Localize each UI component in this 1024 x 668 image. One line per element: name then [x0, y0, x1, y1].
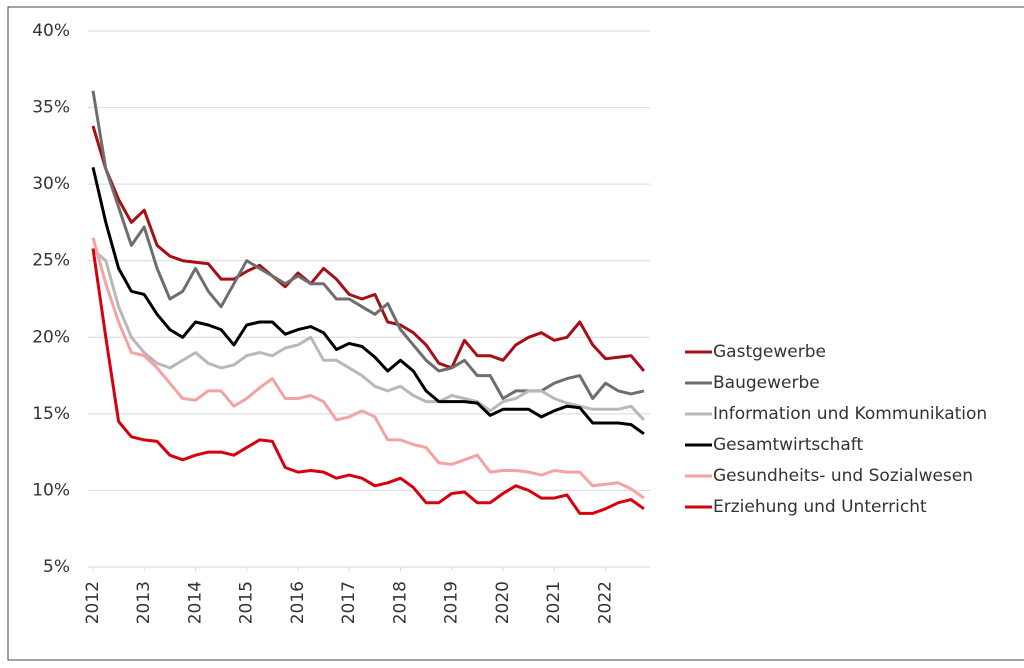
x-tick-label: 2016: [288, 581, 308, 624]
x-tick-label: 2020: [493, 581, 513, 624]
x-tick-label: 2017: [339, 581, 359, 624]
legend-label: Erziehung und Unterricht: [713, 497, 927, 517]
y-tick-label: 40%: [32, 21, 70, 41]
y-tick-label: 10%: [32, 480, 70, 500]
legend-label: Information und Kommunikation: [713, 404, 987, 424]
x-tick-label: 2022: [595, 581, 615, 624]
chart-frame: [7, 6, 1024, 661]
legend-label: Gesundheits- und Sozialwesen: [713, 466, 973, 486]
legend-label: Baugewerbe: [713, 373, 820, 393]
x-tick-label: 2021: [544, 581, 564, 624]
y-tick-label: 25%: [32, 251, 70, 271]
x-tick-label: 2019: [442, 581, 462, 624]
series-line: [91, 237, 645, 500]
x-tick-label: 2015: [237, 581, 257, 624]
series-line: [91, 248, 645, 515]
y-tick-label: 20%: [32, 327, 70, 347]
series-line: [91, 166, 645, 436]
series-line: [92, 248, 645, 422]
series-line: [91, 90, 645, 400]
legend-label: Gastgewerbe: [713, 342, 826, 362]
x-tick-label: 2013: [134, 581, 154, 624]
x-tick-label: 2018: [390, 581, 410, 624]
y-tick-label: 35%: [32, 98, 70, 118]
x-tick-label: 2014: [185, 581, 205, 624]
y-tick-label: 15%: [32, 404, 70, 424]
x-tick-label: 2012: [83, 581, 103, 624]
series-line: [91, 125, 646, 372]
legend-label: Gesamtwirtschaft: [713, 435, 863, 455]
y-tick-label: 30%: [32, 174, 70, 194]
y-tick-label: 5%: [43, 557, 70, 577]
